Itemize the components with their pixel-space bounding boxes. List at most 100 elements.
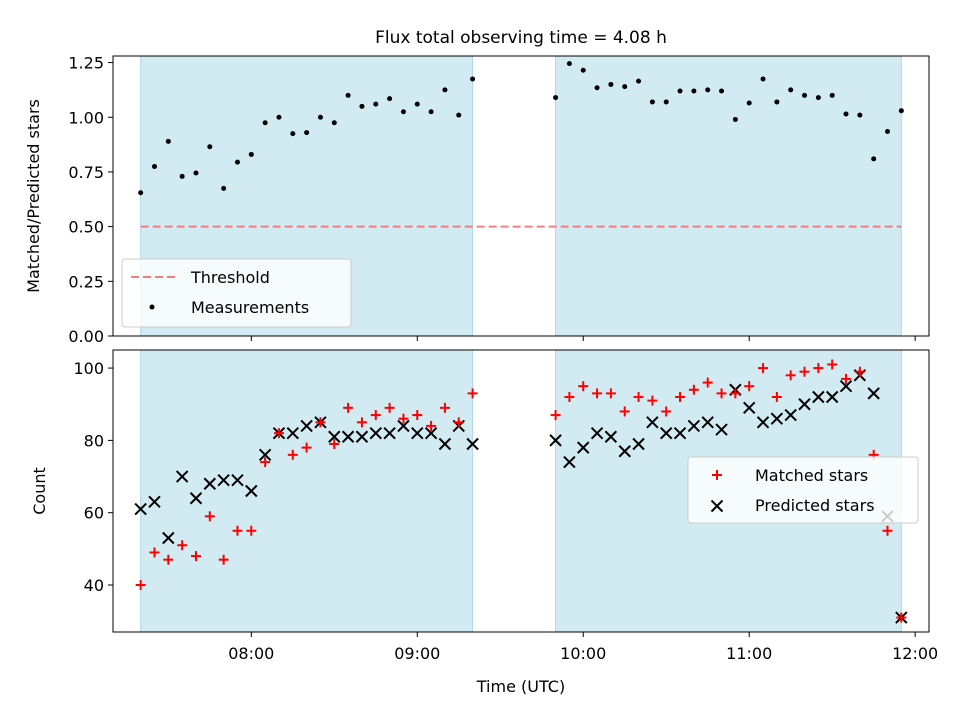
matched-star-point	[384, 402, 395, 413]
matched-star-point	[688, 384, 699, 395]
predicted-star-point	[742, 401, 756, 415]
bottom-x-ticks: 08:00 09:00 10:00 11:00 12:00	[228, 632, 938, 663]
matched-star-point	[204, 511, 215, 522]
measurement-point	[317, 114, 323, 120]
matched-star-point	[771, 392, 782, 402]
bottom-y-ticks: 40 60 80 100	[73, 359, 113, 595]
matched-star-point	[619, 406, 630, 417]
matched-star-point	[329, 439, 340, 449]
predicted-star-point	[604, 430, 618, 443]
measurement-point	[345, 92, 351, 98]
predicted-star-point	[258, 448, 272, 462]
top-y-tick-label: 0.00	[68, 327, 104, 346]
x-tick-label: 08:00	[228, 644, 274, 663]
matched-star-point	[260, 457, 271, 468]
predicted-star-point	[646, 416, 659, 429]
measurement-point	[705, 87, 711, 93]
matched-star-point	[301, 442, 312, 453]
measurement-point	[885, 128, 891, 134]
legend-plus-marker	[712, 470, 722, 480]
predicted-star-point	[369, 426, 382, 440]
matched-star-point	[453, 417, 464, 428]
bottom-y-axis-label: Count	[30, 467, 49, 515]
measurement-point	[663, 99, 669, 105]
legend-predicted-swatch	[710, 499, 724, 513]
top-legend: Threshold Measurements	[121, 258, 352, 328]
top-y-tick-label: 0.50	[68, 218, 104, 237]
matched-star-point	[785, 370, 796, 381]
measurement-point	[898, 108, 904, 114]
predicted-star-point	[355, 430, 369, 443]
predicted-star-point	[632, 437, 645, 451]
matched-star-point	[177, 540, 188, 551]
legend-measurement-swatch	[149, 304, 155, 310]
predicted-star-point	[812, 390, 825, 404]
matched-star-point	[716, 388, 727, 399]
measurement-point	[138, 190, 144, 196]
matched-star-point	[702, 377, 713, 388]
measurement-point	[262, 120, 268, 126]
measurement-point	[677, 88, 683, 94]
predicted-star-point	[424, 426, 438, 440]
measurement-point	[151, 163, 157, 169]
measurement-point	[802, 92, 808, 98]
chart-title: Flux total observing time = 4.08 h	[375, 28, 667, 48]
matched-star-point	[730, 388, 741, 399]
top-y-axis-label: Matched/Predicted stars	[24, 99, 43, 293]
measurement-point	[871, 156, 877, 162]
matched-star-point	[841, 373, 852, 384]
measurement-point	[304, 130, 310, 136]
top-y-tick-label: 1.25	[68, 54, 104, 73]
bottom-y-tick-label: 60	[84, 504, 104, 523]
bottom-legend: Matched stars Predicted stars	[687, 456, 919, 524]
measurement-point	[857, 112, 863, 118]
bottom-observing-span	[140, 349, 474, 633]
measurement-point	[829, 92, 835, 98]
measurement-point	[788, 87, 794, 93]
matched-star-point	[398, 413, 409, 424]
measurement-point	[456, 112, 462, 118]
predicted-star-point	[687, 419, 701, 433]
matched-star-point	[273, 428, 284, 439]
measurement-point	[442, 87, 448, 93]
top-y-ticks: 0.00 0.25 0.50 0.75 1.00 1.25	[68, 54, 113, 346]
matched-star-point	[827, 359, 838, 370]
predicted-star-point	[341, 430, 355, 443]
matched-star-point	[647, 395, 658, 406]
matched-star-point	[592, 388, 603, 399]
x-tick-label: 11:00	[726, 644, 772, 663]
predicted-star-point	[189, 492, 203, 505]
measurement-point	[594, 85, 600, 91]
measurement-point	[207, 144, 213, 150]
measurement-point	[746, 100, 752, 106]
matched-star-point	[412, 410, 423, 421]
top-observing-span	[555, 55, 902, 337]
measurement-point	[248, 151, 254, 157]
measurement-point	[649, 99, 655, 105]
legend-x-marker	[710, 499, 724, 513]
measurement-points	[138, 61, 904, 196]
measurement-point	[331, 120, 337, 126]
bottom-y-tick-label: 80	[84, 431, 104, 450]
matched-star-point	[218, 554, 229, 565]
x-axis-label: Time (UTC)	[476, 677, 565, 696]
bottom-y-tick-label: 40	[84, 576, 104, 595]
legend-measurements-label: Measurements	[191, 298, 309, 317]
matched-star-point	[149, 547, 160, 558]
measurement-point	[414, 101, 420, 107]
predicted-star-point	[286, 426, 300, 440]
measurement-point	[387, 96, 393, 102]
predicted-star-point	[770, 412, 784, 425]
matched-star-point	[744, 381, 755, 392]
measurement-point	[221, 185, 227, 191]
measurement-point	[608, 81, 614, 87]
top-y-tick-label: 0.25	[68, 272, 104, 291]
matched-star-point	[564, 392, 575, 402]
matched-star-point	[287, 449, 298, 460]
legend-predicted-label: Predicted stars	[755, 496, 875, 515]
predicted-star-point	[701, 416, 714, 429]
measurement-point	[636, 78, 642, 84]
measurement-point	[843, 111, 849, 117]
measurement-point	[290, 131, 296, 137]
